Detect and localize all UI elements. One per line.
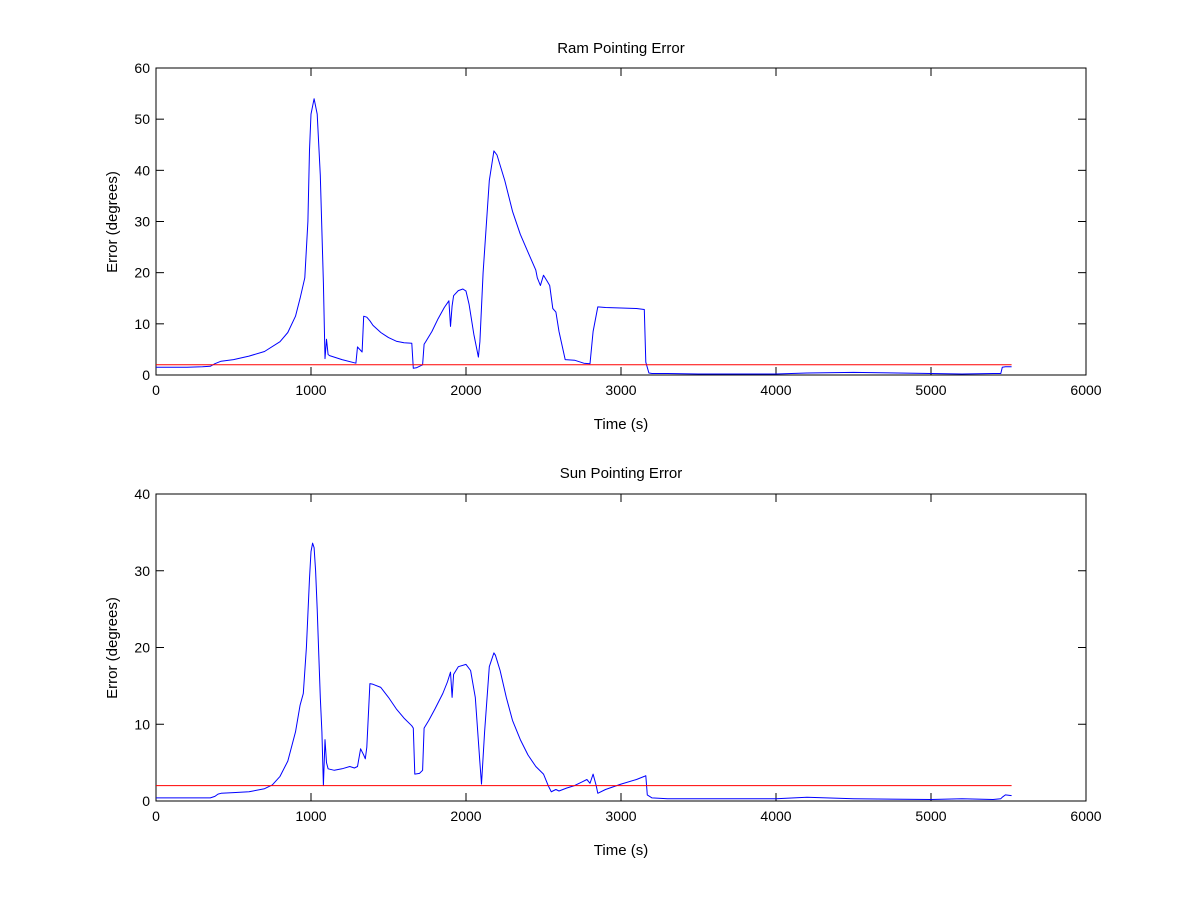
sun-error-series-line: [156, 542, 1012, 800]
sun-pointing-panel: Sun Pointing Error Time (s) Error (degre…: [104, 465, 1102, 859]
ram-y-tick-label: 40: [134, 162, 150, 178]
sun-x-tick-label: 1000: [295, 808, 326, 824]
sun-y-tick-label: 10: [134, 716, 150, 732]
ram-y-tick-label: 50: [134, 111, 150, 127]
sun-y-tick-label: 40: [134, 486, 150, 502]
ram-y-tick-label: 0: [142, 367, 150, 383]
sun-x-tick-label: 4000: [760, 808, 791, 824]
ram-pointing-panel: Ram Pointing Error Time (s) Error (degre…: [104, 40, 1102, 433]
sun-x-tick-label: 3000: [605, 808, 636, 824]
ram-y-tick-label: 30: [134, 214, 150, 230]
ram-x-tick-label: 0: [152, 382, 160, 398]
ram-x-tick-label: 3000: [605, 382, 636, 398]
ram-x-tick-label: 5000: [915, 382, 946, 398]
ram-x-axis-label: Time (s): [594, 416, 648, 433]
ram-error-series-line: [156, 98, 1012, 375]
sun-x-axis-label: Time (s): [594, 842, 648, 859]
sun-x-tick-label: 6000: [1070, 808, 1101, 824]
ram-x-tick-label: 6000: [1070, 382, 1101, 398]
sun-plot-area: 0 1000 2000 3000 4000 5000 6000 0 10 20 30 40: [134, 486, 1101, 824]
ram-x-tick-label: 4000: [760, 382, 791, 398]
sun-y-tick-label: 20: [134, 640, 150, 656]
ram-y-tick-label: 10: [134, 316, 150, 332]
sun-x-tick-label: 2000: [450, 808, 481, 824]
ram-y-tick-label: 60: [134, 60, 150, 76]
ram-y-tick-label: 20: [134, 265, 150, 281]
ram-chart-title: Ram Pointing Error: [557, 40, 685, 57]
sun-y-axis-label: Error (degrees): [104, 597, 121, 699]
ram-y-axis-label: Error (degrees): [104, 171, 121, 273]
sun-x-tick-label: 0: [152, 808, 160, 824]
sun-y-tick-label: 0: [142, 793, 150, 809]
ram-x-tick-label: 2000: [450, 382, 481, 398]
sun-chart-title: Sun Pointing Error: [560, 465, 683, 482]
ram-plot-area: 0 1000 2000 3000 4000 5000 6000 0 10 20 30 40 50 60: [134, 60, 1101, 398]
sun-y-tick-label: 30: [134, 563, 150, 579]
ram-x-tick-label: 1000: [295, 382, 326, 398]
sun-x-tick-label: 5000: [915, 808, 946, 824]
